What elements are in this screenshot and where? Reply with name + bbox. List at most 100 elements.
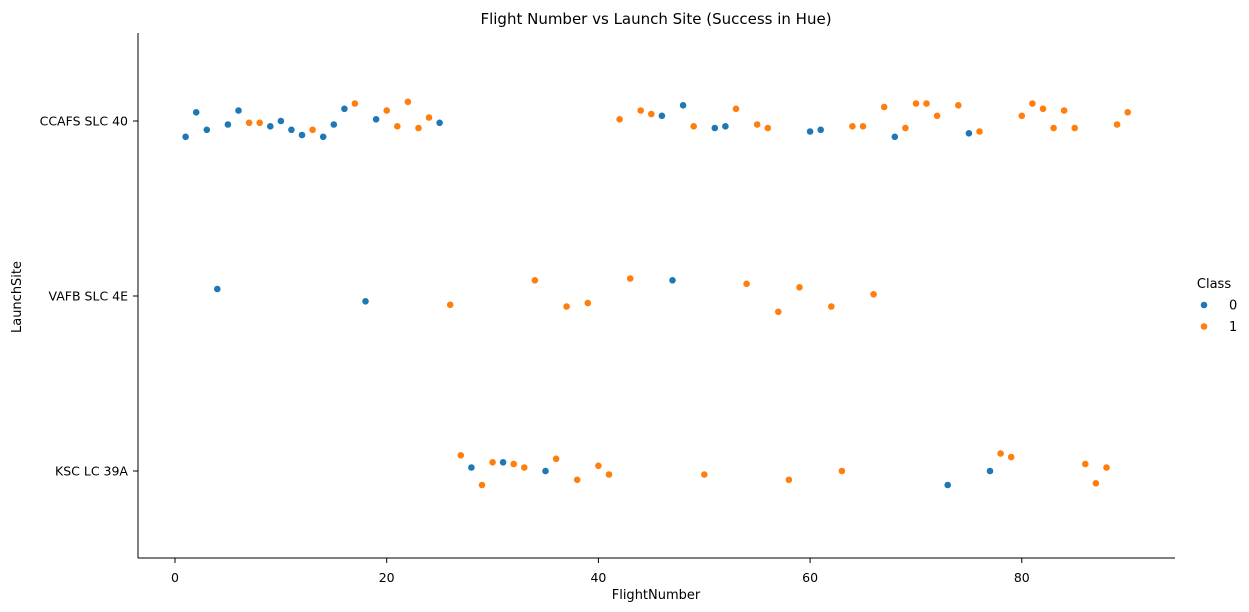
y-tick-label: VAFB SLC 4E [49,289,129,304]
data-point [509,460,518,468]
data-point [1017,111,1026,120]
x-tick-label: 80 [1014,570,1030,585]
data-point [573,475,582,484]
data-point [806,127,814,136]
data-point [1123,108,1132,117]
data-point [414,124,423,132]
data-point [636,106,645,115]
data-point [838,467,846,475]
data-point [710,124,719,132]
data-point [890,132,899,141]
data-point [605,470,613,479]
data-point [700,470,709,479]
data-point [456,451,465,460]
data-point [213,285,222,293]
data-point [531,276,539,285]
data-point [245,118,253,127]
data-point [668,276,677,285]
data-point [901,124,910,132]
x-tick-label: 40 [590,570,606,585]
data-point [1007,453,1016,461]
data-point [658,111,666,120]
data-point [361,297,370,306]
y-axis-ticks: CCAFS SLC 40 VAFB SLC 4E KSC LC 39A [40,114,138,479]
data-point [552,454,560,463]
data-point [319,132,328,141]
data-point [1113,120,1121,129]
series-class-1 [245,97,1132,489]
data-point [880,103,889,111]
data-point [1070,124,1079,132]
data-point [255,118,264,127]
data-point [499,458,507,467]
data-point [615,115,624,124]
data-point [1092,479,1100,488]
data-point [996,449,1005,458]
data-point [742,279,751,288]
data-point [774,307,783,316]
data-point [308,125,317,134]
data-point [467,463,476,472]
x-axis-ticks: 0 20 40 60 80 [171,558,1030,585]
data-point [192,108,201,117]
data-point [340,104,349,113]
data-point [679,101,687,110]
data-point [763,124,772,132]
legend: Class 0 1 [1197,277,1237,335]
data-point [954,101,963,110]
data-point [594,461,603,470]
data-point [287,125,296,134]
data-point [827,302,836,311]
x-tick-label: 0 [171,570,179,585]
data-point [1060,106,1068,115]
y-tick-label: CCAFS SLC 40 [40,114,128,129]
series-class-0 [181,101,994,489]
data-point [869,290,878,299]
data-point [1049,124,1058,132]
data-point [965,129,973,138]
data-point [816,125,825,134]
data-point [848,122,857,131]
data-point [435,118,444,127]
data-point [689,122,698,131]
data-point [329,120,338,129]
data-point [382,106,391,115]
legend-label: 1 [1229,320,1237,335]
data-point [276,117,285,125]
data-point [234,106,243,115]
data-point [223,120,232,129]
data-point [425,113,433,122]
data-point [785,475,793,484]
data-point [626,274,635,283]
y-tick-label: KSC LC 39A [55,464,128,479]
data-point [1081,460,1090,468]
data-point [562,302,571,311]
legend-title: Class [1197,277,1231,292]
x-tick-label: 60 [802,570,818,585]
data-point [298,131,306,139]
data-point [520,463,529,472]
data-point [986,467,994,475]
data-point [732,104,740,113]
data-point [933,111,941,120]
data-point [266,122,275,131]
data-point [922,99,931,108]
data-point [181,132,190,141]
legend-marker [1200,322,1208,331]
data-point [541,467,550,475]
data-point [372,115,380,124]
data-point [1102,463,1111,472]
data-point [1039,104,1047,113]
data-point [721,122,730,131]
plot-area [181,97,1132,489]
data-point [647,110,656,118]
data-point [446,300,455,309]
x-axis-label: FlightNumber [612,588,701,603]
data-point [202,125,211,134]
data-point [583,299,592,307]
x-tick-label: 20 [379,570,395,585]
data-point [859,122,867,131]
legend-label: 0 [1229,299,1237,314]
data-point [975,127,984,136]
